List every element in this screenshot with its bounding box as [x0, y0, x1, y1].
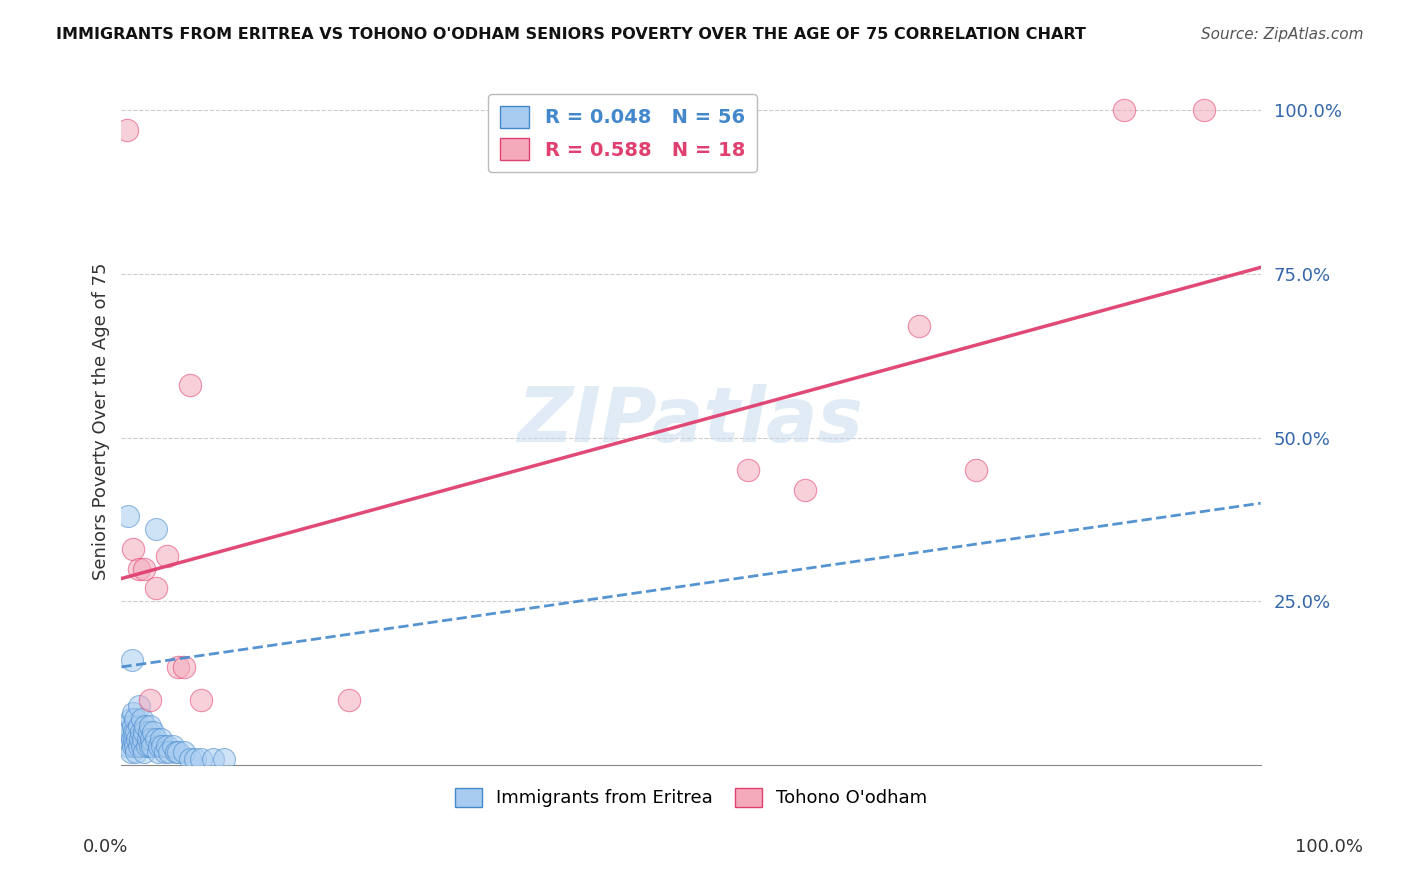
Point: [121, 739, 143, 753]
Point: [131, 712, 153, 726]
Point: [139, 731, 162, 746]
Text: Source: ZipAtlas.com: Source: ZipAtlas.com: [1201, 27, 1364, 42]
Y-axis label: Seniors Poverty Over the Age of 75: Seniors Poverty Over the Age of 75: [93, 262, 110, 580]
Point: [115, 731, 138, 746]
Point: [737, 463, 759, 477]
Point: [135, 739, 157, 753]
Text: 100.0%: 100.0%: [1295, 838, 1362, 855]
Point: [129, 725, 152, 739]
Point: [162, 739, 184, 753]
Point: [148, 739, 170, 753]
Point: [190, 752, 212, 766]
Point: [124, 712, 146, 726]
Point: [179, 378, 201, 392]
Point: [115, 719, 138, 733]
Point: [128, 699, 150, 714]
Point: [134, 719, 156, 733]
Point: [165, 745, 187, 759]
Point: [121, 706, 143, 720]
Point: [136, 731, 159, 746]
Point: [138, 725, 160, 739]
Point: [122, 725, 145, 739]
Point: [145, 731, 167, 746]
Point: [141, 739, 163, 753]
Point: [150, 731, 173, 746]
Point: [121, 731, 143, 746]
Point: [157, 745, 180, 759]
Point: [965, 463, 987, 477]
Point: [156, 549, 179, 563]
Point: [121, 542, 143, 557]
Text: 0.0%: 0.0%: [83, 838, 128, 855]
Point: [145, 582, 167, 596]
Point: [337, 692, 360, 706]
Point: [184, 752, 207, 766]
Point: [139, 719, 162, 733]
Point: [125, 725, 148, 739]
Point: [122, 731, 145, 746]
Point: [124, 739, 146, 753]
Point: [132, 731, 155, 746]
Point: [117, 739, 139, 753]
Point: [1112, 103, 1135, 118]
Point: [142, 725, 165, 739]
Point: [121, 653, 143, 667]
Point: [115, 123, 138, 137]
Point: [173, 660, 195, 674]
Point: [156, 739, 179, 753]
Point: [121, 719, 143, 733]
Point: [167, 745, 190, 759]
Point: [173, 745, 195, 759]
Legend: Immigrants from Eritrea, Tohono O'odham: Immigrants from Eritrea, Tohono O'odham: [447, 780, 935, 814]
Point: [128, 719, 150, 733]
Point: [134, 725, 156, 739]
Point: [120, 712, 142, 726]
Point: [139, 739, 162, 753]
Point: [167, 660, 190, 674]
Text: ZIPatlas: ZIPatlas: [517, 384, 865, 458]
Point: [128, 731, 150, 746]
Point: [117, 509, 139, 524]
Point: [125, 745, 148, 759]
Point: [201, 752, 224, 766]
Point: [793, 483, 815, 497]
Point: [153, 745, 176, 759]
Point: [212, 752, 235, 766]
Point: [190, 692, 212, 706]
Point: [146, 745, 169, 759]
Point: [152, 739, 174, 753]
Point: [139, 692, 162, 706]
Point: [134, 745, 156, 759]
Point: [145, 522, 167, 536]
Point: [128, 562, 150, 576]
Point: [127, 731, 149, 746]
Text: IMMIGRANTS FROM ERITREA VS TOHONO O'ODHAM SENIORS POVERTY OVER THE AGE OF 75 COR: IMMIGRANTS FROM ERITREA VS TOHONO O'ODHA…: [56, 27, 1085, 42]
Point: [118, 725, 141, 739]
Point: [131, 739, 153, 753]
Point: [908, 319, 931, 334]
Point: [128, 739, 150, 753]
Point: [1192, 103, 1215, 118]
Point: [120, 745, 142, 759]
Point: [179, 752, 201, 766]
Point: [134, 562, 156, 576]
